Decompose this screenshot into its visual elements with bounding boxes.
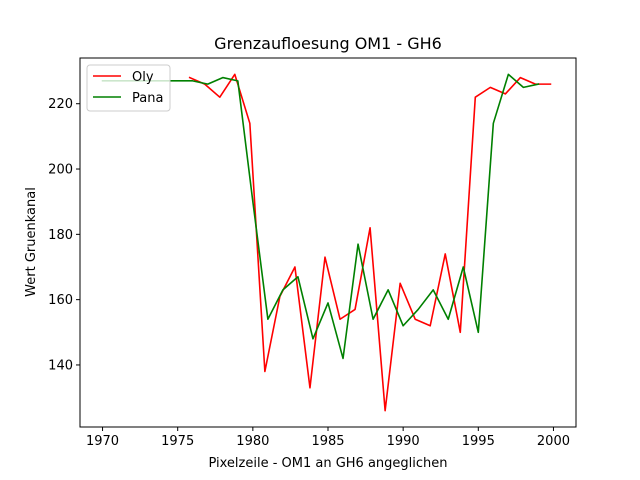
x-tick-label: 1985	[311, 434, 344, 449]
y-tick-label: 160	[48, 293, 73, 308]
y-tick-label: 220	[48, 97, 73, 112]
y-tick-label: 180	[48, 228, 73, 243]
x-tick-label: 1990	[387, 434, 420, 449]
x-tick-label: 1980	[236, 434, 269, 449]
y-axis: 140 160 180 200 220	[48, 97, 80, 373]
x-axis: 1970 1975 1980 1985 1990 1995 2000	[86, 427, 570, 449]
series-line-pana	[101, 73, 540, 360]
series-group	[101, 73, 552, 412]
y-tick-label: 200	[48, 163, 73, 178]
chart-title: Grenzaufloesung OM1 - GH6	[214, 34, 442, 53]
legend-label-pana: Pana	[132, 91, 163, 106]
x-tick-label: 1975	[161, 434, 194, 449]
x-tick-label: 1995	[462, 434, 495, 449]
y-tick-label: 140	[48, 358, 73, 373]
series-line-oly	[188, 73, 552, 412]
x-tick-label: 2000	[537, 434, 570, 449]
legend: Oly Pana	[86, 64, 171, 112]
x-tick-label: 1970	[86, 434, 119, 449]
legend-label-oly: Oly	[132, 70, 154, 85]
x-axis-label: Pixelzeile - OM1 an GH6 angeglichen	[208, 456, 447, 471]
y-axis-label: Wert Gruenkanal	[24, 187, 39, 297]
